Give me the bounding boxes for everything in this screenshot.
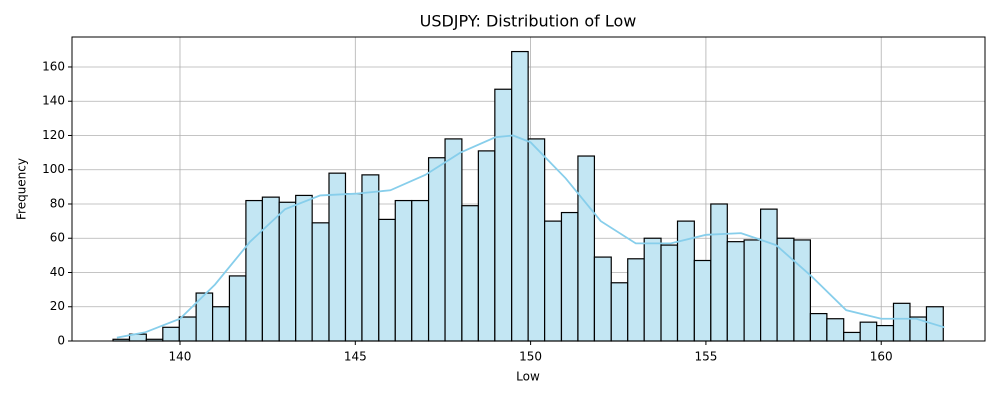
bar: [261, 196, 280, 342]
x-tick-label: 140: [169, 350, 192, 364]
bar: [394, 199, 413, 342]
x-tick-label: 150: [519, 350, 542, 364]
bar: [444, 138, 463, 342]
bar: [793, 239, 811, 342]
y-tick-label: 40: [50, 265, 65, 279]
y-tick-label: 80: [50, 196, 65, 210]
chart-title: USDJPY: Distribution of Low: [420, 12, 637, 31]
bar: [876, 324, 895, 342]
bar: [295, 194, 313, 342]
y-tick-label: 60: [50, 231, 65, 245]
bar: [560, 211, 579, 342]
x-tick-label: 155: [694, 350, 717, 364]
bar: [643, 237, 662, 342]
bar: [544, 220, 563, 342]
y-tick-label: 100: [42, 162, 65, 176]
bar: [278, 201, 297, 342]
y-tick-label: 120: [42, 128, 65, 142]
bar: [228, 275, 247, 342]
bar: [660, 244, 679, 342]
bar: [577, 155, 596, 342]
bar: [344, 193, 363, 342]
bar: [328, 172, 347, 342]
bar: [527, 138, 546, 342]
bar: [726, 241, 745, 342]
bar: [593, 256, 612, 342]
y-tick-label: 160: [42, 59, 65, 73]
bar: [743, 239, 762, 342]
bar: [809, 312, 828, 342]
bar: [494, 88, 513, 342]
bar: [610, 282, 629, 342]
bar: [843, 331, 861, 342]
bar: [162, 326, 180, 342]
bar: [427, 157, 446, 342]
bar: [211, 306, 231, 342]
y-tick-label: 0: [57, 334, 65, 348]
bar: [627, 258, 645, 342]
bar: [760, 208, 778, 342]
bar: [511, 50, 529, 342]
x-tick-label: 145: [344, 350, 367, 364]
y-tick-label: 20: [50, 299, 65, 313]
y-axis-label: Frequency: [15, 158, 29, 220]
bar: [178, 316, 197, 342]
y-tick-label: 140: [42, 94, 65, 108]
bar: [378, 218, 396, 342]
bar: [859, 321, 878, 342]
bar: [411, 199, 430, 342]
x-axis-label: Low: [516, 370, 540, 384]
plot-frame: [71, 36, 986, 342]
bar: [361, 174, 380, 342]
bar: [826, 318, 845, 342]
bar: [710, 203, 728, 342]
bar: [245, 199, 263, 342]
bar: [461, 205, 479, 342]
bar: [892, 302, 911, 342]
bar: [311, 222, 330, 342]
bar: [477, 150, 496, 342]
x-tick-label: 160: [870, 350, 893, 364]
bar: [693, 259, 712, 342]
kde-line: [116, 134, 945, 339]
